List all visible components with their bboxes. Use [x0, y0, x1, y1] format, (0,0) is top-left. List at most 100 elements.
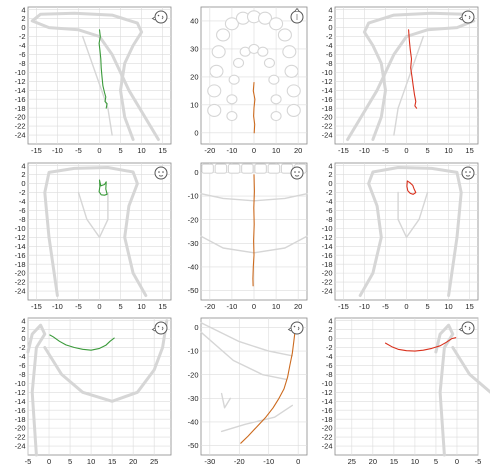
x-tick-label: 5 [68, 457, 72, 466]
ear-mark [161, 326, 164, 331]
y-tick-label: -22 [15, 278, 26, 287]
y-tick-label: -20 [322, 269, 333, 278]
head-front-icon [461, 166, 475, 180]
eye-dot [157, 325, 160, 328]
y-tick-label: 0 [21, 23, 25, 32]
x-tick-label: -20 [204, 302, 215, 311]
data-series-line [240, 329, 296, 444]
y-tick-label: -20 [322, 424, 333, 433]
x-tick-label: 20 [294, 146, 302, 155]
y-tick-label: -8 [19, 215, 26, 224]
head-outline [461, 166, 475, 180]
anatomy-outline [434, 323, 455, 457]
y-tick-label: 4 [21, 5, 25, 14]
tooth-outline [257, 11, 273, 25]
y-tick-label: 0 [194, 168, 198, 177]
x-tick-label: 5 [434, 457, 438, 466]
eye-dot [464, 325, 467, 328]
tooth-outline [270, 110, 282, 122]
tooth-outline [257, 46, 269, 57]
y-tick-label: -10 [15, 224, 26, 233]
x-tick-label: 15 [158, 302, 166, 311]
x-tick-label: 5 [118, 146, 122, 155]
x-tick-label: -20 [204, 146, 215, 155]
y-tick-label: 10 [190, 100, 198, 109]
panel-frontal: -20 -10 0 10 20 0 -10 -20 -30 -40 -50 [188, 162, 308, 311]
y-tick-label: -14 [15, 397, 26, 406]
anatomy-outline [220, 392, 232, 409]
y-tick-label: -24 [15, 131, 26, 140]
y-tick-label: -6 [326, 361, 333, 370]
tooth-outline [286, 103, 301, 117]
y-tick-label: -4 [326, 197, 333, 206]
tooth-outline [286, 84, 301, 98]
y-tick-label: 4 [328, 161, 332, 170]
y-tick-label: -30 [188, 394, 199, 403]
anatomy-outline [43, 319, 169, 403]
tooth-outline [263, 57, 276, 68]
head-side-icon [151, 321, 168, 335]
x-tick-label: -20 [234, 457, 245, 466]
y-tick-label: -2 [326, 343, 333, 352]
panel-right-sagittal: -15 -10 -5 0 5 10 15420-2-4-6-8-10-12-14-16-18… [322, 5, 479, 155]
anatomy-outline [26, 323, 47, 457]
x-tick-label: -15 [338, 302, 349, 311]
y-tick-label: -6 [19, 50, 26, 59]
y-tick-label: -10 [188, 192, 199, 201]
x-tick-label: 10 [272, 146, 280, 155]
tooth-outline [267, 163, 281, 174]
x-tick-label: 10 [444, 146, 452, 155]
y-tick-label: -24 [322, 287, 333, 296]
y-tick-label: -20 [15, 113, 26, 122]
mouth-mark [465, 175, 471, 177]
nose-mark [458, 327, 463, 332]
eye-dot [464, 14, 467, 17]
x-tick-label: -5 [75, 146, 82, 155]
y-tick-label: -24 [322, 131, 333, 140]
y-tick-label: -4 [19, 352, 26, 361]
x-tick-label: 25 [348, 457, 356, 466]
tooth-outline [282, 45, 297, 59]
x-tick-label: -10 [226, 302, 237, 311]
x-tick-label: 10 [272, 302, 280, 311]
y-tick-label: -40 [188, 418, 199, 427]
anatomy-outline [30, 11, 160, 141]
y-tick-label: -4 [19, 41, 26, 50]
ear-mark [468, 15, 471, 20]
tooth-outline [207, 84, 222, 98]
head-side-icon [458, 321, 475, 335]
tooth-outline [228, 74, 240, 85]
x-tick-label: 10 [411, 457, 419, 466]
nose-mark [294, 7, 300, 12]
x-tick-label: 25 [150, 457, 158, 466]
head-side-icon [287, 321, 304, 335]
anatomy-outline [220, 404, 293, 433]
x-tick-label: 0 [97, 146, 101, 155]
y-tick-label: -16 [15, 251, 26, 260]
y-tick-label: -4 [19, 197, 26, 206]
x-tick-label: -30 [204, 457, 215, 466]
y-tick-label: 0 [21, 179, 25, 188]
y-tick-label: -20 [15, 424, 26, 433]
x-tick-label: 10 [137, 302, 145, 311]
y-tick-label: -6 [326, 206, 333, 215]
tooth-outline [209, 64, 224, 78]
ear-mark [297, 326, 300, 331]
anatomy-outline [358, 166, 463, 297]
x-tick-label: -10 [52, 146, 63, 155]
head-outline [290, 321, 304, 335]
x-tick-label: 0 [296, 457, 300, 466]
anatomy-outline [200, 322, 293, 357]
y-tick-label: -16 [15, 406, 26, 415]
x-tick-label: -5 [475, 457, 482, 466]
x-tick-label: -5 [382, 146, 389, 155]
y-tick-label: 40 [190, 17, 198, 26]
mouth-mark [158, 175, 164, 177]
tooth-outline [254, 163, 267, 174]
data-series-line [98, 29, 108, 109]
y-tick-label: -2 [326, 32, 333, 41]
y-tick-label: -10 [15, 68, 26, 77]
y-tick-label: 0 [328, 334, 332, 343]
y-tick-label: -22 [322, 122, 333, 131]
